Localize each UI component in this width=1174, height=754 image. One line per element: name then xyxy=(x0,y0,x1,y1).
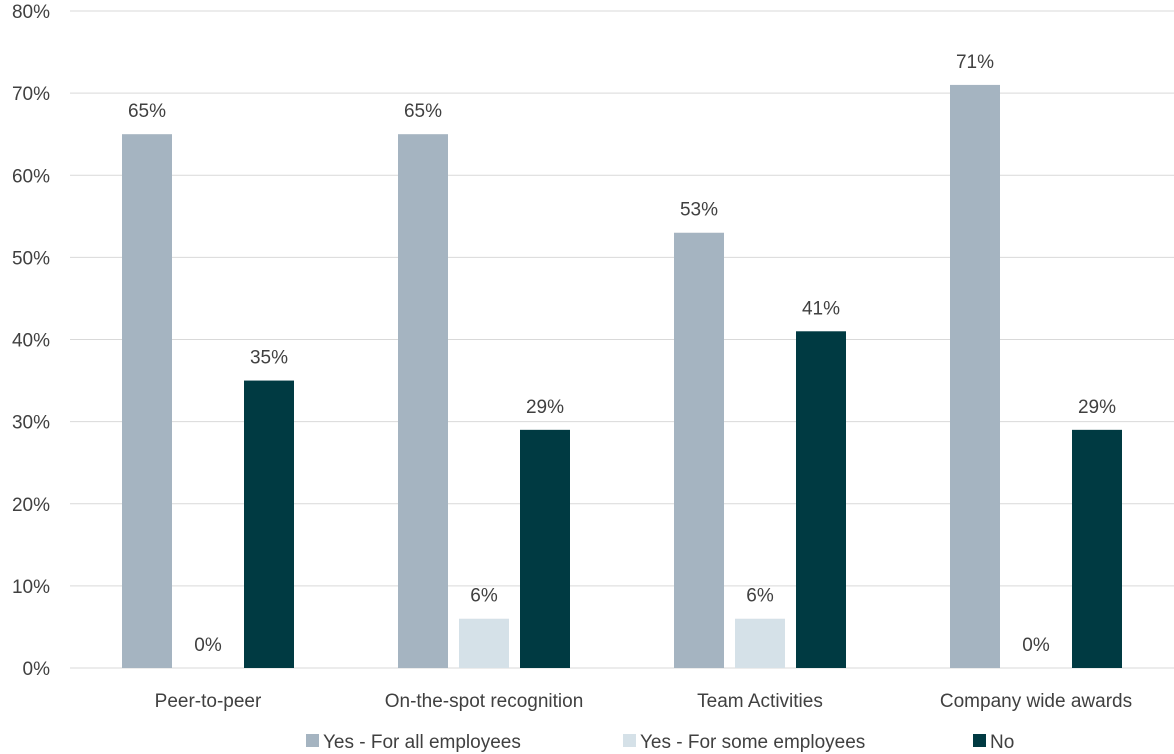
category-labels: Peer-to-peer On-the-spot recognition Team … xyxy=(155,691,1132,712)
y-tick-label: 60% xyxy=(12,166,50,187)
data-label: 29% xyxy=(526,397,564,418)
data-label: 71% xyxy=(956,52,994,73)
legend-swatch xyxy=(623,734,636,747)
data-label: 65% xyxy=(404,101,442,122)
category-label: On-the-spot recognition xyxy=(385,691,584,712)
data-label: 6% xyxy=(746,586,774,607)
data-label: 29% xyxy=(1078,397,1116,418)
y-tick-label: 40% xyxy=(12,331,50,352)
data-label: 35% xyxy=(250,348,288,369)
y-tick-label: 80% xyxy=(12,2,50,23)
legend-label: No xyxy=(990,732,1014,753)
bar-yes-all xyxy=(122,134,172,668)
gridlines xyxy=(70,10,1174,669)
y-axis-tick-labels: 0% 10% 20% 30% 40% 50% 60% 70% 80% xyxy=(12,2,50,680)
y-tick-label: 70% xyxy=(12,84,50,105)
y-tick-label: 10% xyxy=(12,577,50,598)
legend-label: Yes - For some employees xyxy=(640,732,865,753)
y-tick-label: 30% xyxy=(12,413,50,434)
category-label: Team Activities xyxy=(697,691,823,712)
y-tick-label: 50% xyxy=(12,248,50,269)
y-tick-label: 20% xyxy=(12,495,50,516)
data-label: 41% xyxy=(802,298,840,319)
data-label: 53% xyxy=(680,200,718,221)
data-label: 0% xyxy=(1022,635,1050,656)
data-label: 6% xyxy=(470,586,498,607)
category-label: Peer-to-peer xyxy=(155,691,262,712)
bar-no xyxy=(1072,429,1122,668)
data-label: 0% xyxy=(194,635,222,656)
bar-yes-some xyxy=(459,618,509,668)
category-label: Company wide awards xyxy=(940,691,1132,712)
bar-yes-all xyxy=(398,134,448,668)
legend-label: Yes - For all employees xyxy=(323,732,521,753)
legend-swatch xyxy=(306,734,319,747)
y-tick-label: 0% xyxy=(23,659,51,680)
bar-no xyxy=(244,380,294,668)
data-label: 65% xyxy=(128,101,166,122)
legend-swatch xyxy=(973,734,986,747)
bar-no xyxy=(520,429,570,668)
bar-yes-all xyxy=(950,84,1000,669)
bar-yes-all xyxy=(674,232,724,669)
legend: Yes - For all employees Yes - For some em… xyxy=(306,732,1014,753)
bar-yes-some xyxy=(735,618,785,668)
bars xyxy=(122,84,1122,669)
bar-no xyxy=(796,331,846,668)
data-labels: 65% 0% 35% 65% 6% 29% 53% 6% 41% 71% 0% 29% xyxy=(128,52,1116,656)
